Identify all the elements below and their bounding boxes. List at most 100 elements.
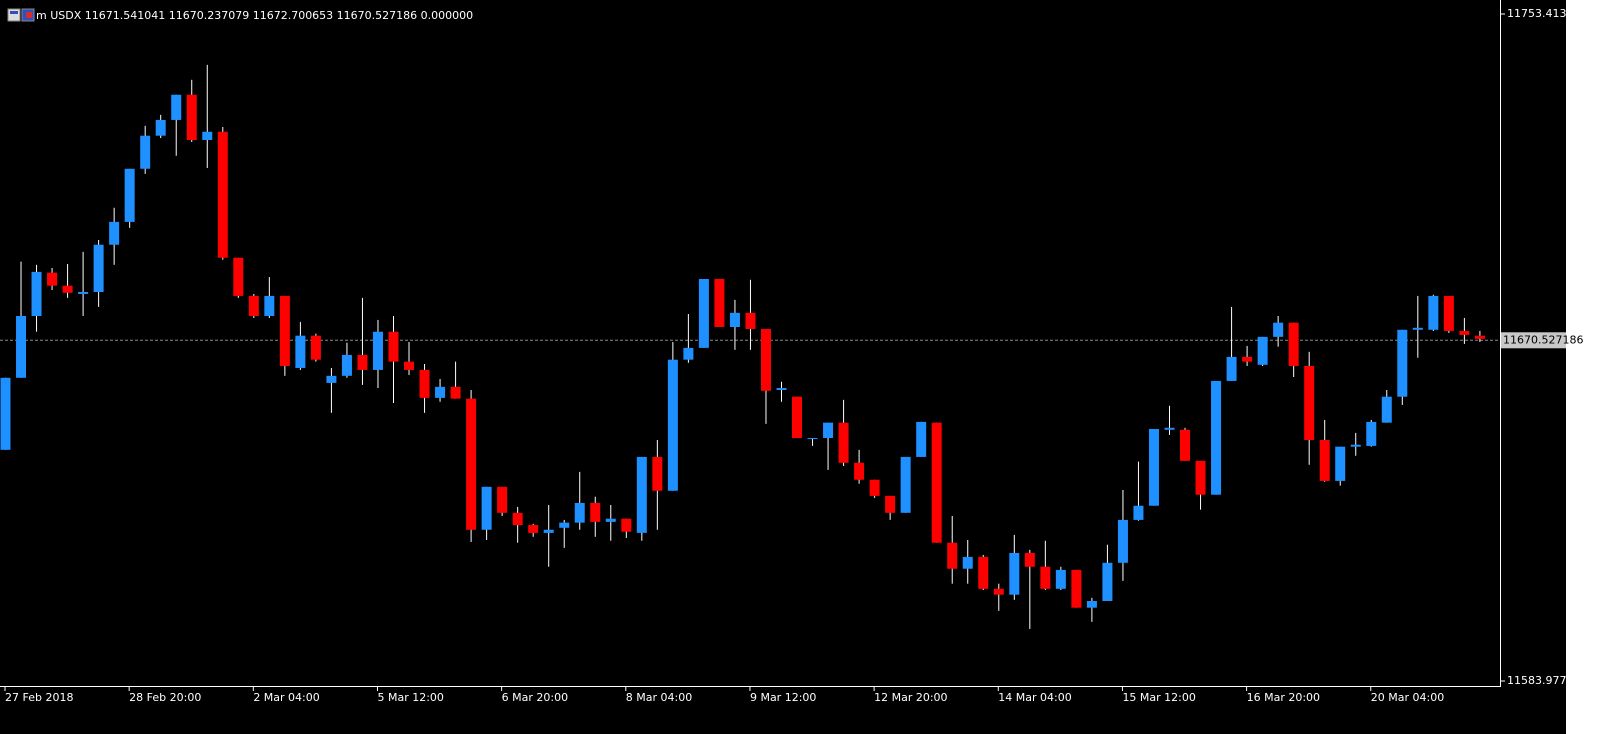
- x-tick-label: 27 Feb 2018: [5, 691, 73, 704]
- candle-body: [1366, 421, 1377, 446]
- symbol-icon: [7, 8, 35, 22]
- candle-body: [171, 94, 182, 120]
- candle-body: [1288, 322, 1299, 366]
- candle-body: [916, 421, 927, 457]
- candle-body: [124, 168, 135, 222]
- candle-body: [109, 221, 120, 245]
- x-tick-label: 28 Feb 20:00: [129, 691, 201, 704]
- candle-body: [450, 386, 461, 399]
- candle-body: [1319, 439, 1330, 481]
- candle-body: [140, 135, 151, 169]
- candle-body: [1412, 327, 1423, 330]
- candle-body: [47, 272, 58, 286]
- x-tick-label: 16 Mar 20:00: [1247, 691, 1320, 704]
- candle-body: [497, 486, 508, 513]
- candle-body: [1102, 562, 1113, 601]
- candle-body: [1226, 356, 1237, 381]
- candle-body: [1164, 427, 1175, 430]
- x-tick-label: 8 Mar 04:00: [626, 691, 692, 704]
- x-tick-label: 9 Mar 12:00: [750, 691, 816, 704]
- candle-body: [186, 94, 197, 141]
- candle-body: [698, 278, 709, 348]
- candle-body: [683, 347, 694, 360]
- candle-body: [0, 377, 11, 450]
- x-tick-label: 6 Mar 20:00: [502, 691, 568, 704]
- x-tick-label: 5 Mar 12:00: [377, 691, 443, 704]
- candle-body: [1071, 569, 1082, 608]
- candle-body: [760, 328, 771, 391]
- candle-body: [838, 422, 849, 463]
- y-tick-label: 11583.9778: [1507, 674, 1573, 687]
- candle-body: [404, 361, 415, 370]
- price-label-box: [1501, 332, 1566, 349]
- x-tick-label: 15 Mar 12:00: [1122, 691, 1195, 704]
- candle-body: [372, 331, 383, 370]
- candle-body: [1350, 444, 1361, 447]
- candle-body: [993, 588, 1004, 595]
- candle-body: [1474, 335, 1485, 339]
- candle-body: [326, 375, 337, 383]
- candle-body: [885, 495, 896, 513]
- candle-body: [233, 257, 244, 296]
- candle-body: [1242, 356, 1253, 362]
- chart-header: m USDX 11671.541041 11670.237079 11672.7…: [36, 9, 473, 22]
- candle-body: [62, 285, 73, 293]
- x-tick-label: 12 Mar 20:00: [874, 691, 947, 704]
- candle-body: [310, 335, 321, 360]
- candle-body: [435, 386, 446, 398]
- candle-body: [1024, 552, 1035, 567]
- candle-body: [1273, 322, 1284, 337]
- y-tick-label: 11753.4139: [1507, 7, 1573, 20]
- candle-body: [574, 502, 585, 523]
- candle-body: [78, 291, 89, 294]
- candle-body: [1117, 519, 1128, 563]
- candle-body: [1381, 396, 1392, 423]
- candle-body: [667, 359, 678, 491]
- candle-body: [16, 315, 27, 378]
- candle-body: [357, 354, 368, 370]
- candle-body: [1428, 295, 1439, 330]
- candle-body: [947, 542, 958, 569]
- candle-body: [869, 479, 880, 496]
- candle-body: [559, 522, 570, 528]
- candle-body: [978, 556, 989, 589]
- candle-body: [1133, 505, 1144, 520]
- candle-body: [1148, 428, 1159, 506]
- candle-body: [854, 462, 865, 480]
- candle-body: [1195, 460, 1206, 495]
- candle-body: [466, 398, 477, 530]
- candle-body: [745, 312, 756, 329]
- candle-body: [512, 512, 523, 526]
- candle-body: [419, 369, 430, 398]
- x-tick-label: 20 Mar 04:00: [1371, 691, 1444, 704]
- candle-body: [528, 525, 539, 533]
- candle-body: [1009, 552, 1020, 595]
- candle-body: [1443, 295, 1454, 331]
- candle-body: [202, 131, 213, 141]
- candle-body: [1086, 600, 1097, 608]
- candle-body: [1335, 446, 1346, 481]
- x-tick-label: 14 Mar 04:00: [998, 691, 1071, 704]
- candle-body: [1055, 569, 1066, 589]
- candle-body: [1040, 566, 1051, 589]
- candle-body: [1304, 365, 1315, 440]
- candle-body: [217, 131, 228, 258]
- candle-body: [31, 271, 42, 316]
- candle-body: [388, 331, 399, 362]
- candle-body: [1257, 336, 1268, 365]
- candle-body: [155, 119, 166, 136]
- candle-body: [481, 486, 492, 530]
- candle-body: [341, 354, 352, 376]
- candle-body: [93, 244, 104, 292]
- candle-body: [962, 556, 973, 569]
- candle-body: [792, 396, 803, 439]
- price-label: 11670.527186: [1503, 333, 1583, 346]
- candle-body: [1211, 380, 1222, 495]
- candle-body: [807, 438, 818, 440]
- candle-body: [279, 295, 290, 366]
- candle-body: [590, 502, 601, 522]
- candle-body: [248, 295, 259, 316]
- candle-body: [1459, 330, 1470, 335]
